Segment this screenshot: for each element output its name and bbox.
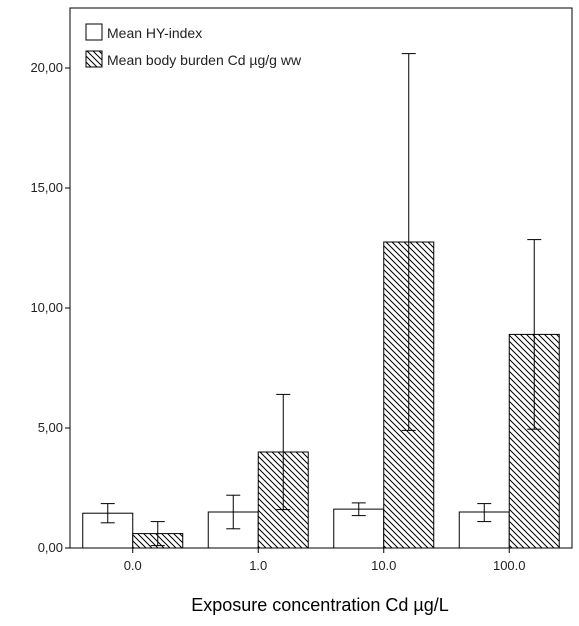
y-tick-label: 5,00 bbox=[38, 420, 63, 435]
y-tick-label: 20,00 bbox=[30, 60, 63, 75]
x-tick-label: 0.0 bbox=[124, 558, 142, 573]
legend-swatch-body-burden bbox=[85, 50, 103, 68]
x-axis: 0.0 1.0 10.0 100.0 bbox=[124, 548, 526, 573]
y-tick-label: 15,00 bbox=[30, 180, 63, 195]
legend-label-hy-index: Mean HY-index bbox=[107, 25, 202, 41]
legend-label-body-burden: Mean body burden Cd µg/g ww bbox=[107, 52, 302, 68]
y-axis: 0,00 5,00 10,00 15,00 20,00 bbox=[30, 60, 70, 555]
plot-frame bbox=[69, 7, 573, 549]
legend-swatch-hy-index bbox=[85, 23, 103, 41]
x-tick-label: 1.0 bbox=[249, 558, 267, 573]
x-axis-title: Exposure concentration Cd µg/L bbox=[191, 595, 449, 615]
y-tick-label: 0,00 bbox=[38, 540, 63, 555]
x-tick-label: 10.0 bbox=[371, 558, 396, 573]
legend: Mean HY-index Mean body burden Cd µg/g w… bbox=[85, 23, 302, 68]
x-tick-label: 100.0 bbox=[493, 558, 526, 573]
y-tick-label: 10,00 bbox=[30, 300, 63, 315]
error-bars-group bbox=[100, 53, 542, 547]
